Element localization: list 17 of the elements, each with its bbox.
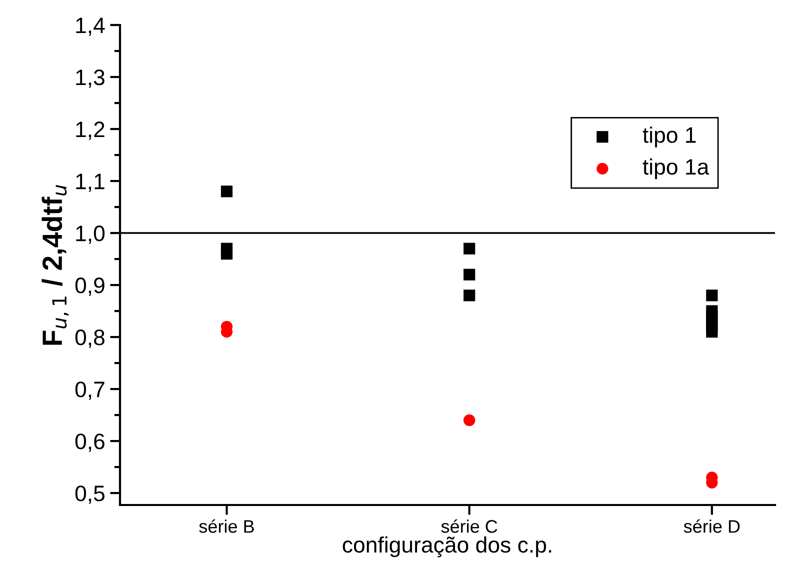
y-tick-label: 1,2: [76, 122, 104, 140]
y-tick-label: 0,9: [75, 278, 104, 296]
y-tick-label: 1,0: [76, 226, 105, 244]
y-tick-label: 0,7: [75, 382, 104, 400]
x-tick-label: série C: [441, 519, 498, 533]
legend-label: tipo 1: [642, 126, 696, 148]
y-tick-label: 1,3: [76, 70, 104, 88]
x-tick-label: série B: [199, 519, 254, 533]
x-axis-title: configuração dos c.p.: [342, 536, 552, 558]
y-tick-label: 1,4: [76, 18, 105, 36]
y-tick-label: 0,5: [75, 486, 104, 504]
y-tick-label: 1,1: [76, 174, 104, 192]
y-tick-label: 0,8: [75, 330, 104, 348]
x-tick-label: série D: [684, 519, 740, 533]
y-axis-title: F$_{u,1}$ / 2,4dtf$_{u}$: [42, 185, 69, 345]
y-tick-label: 0,6: [75, 434, 104, 452]
legend-label: tipo 1a: [642, 158, 710, 180]
